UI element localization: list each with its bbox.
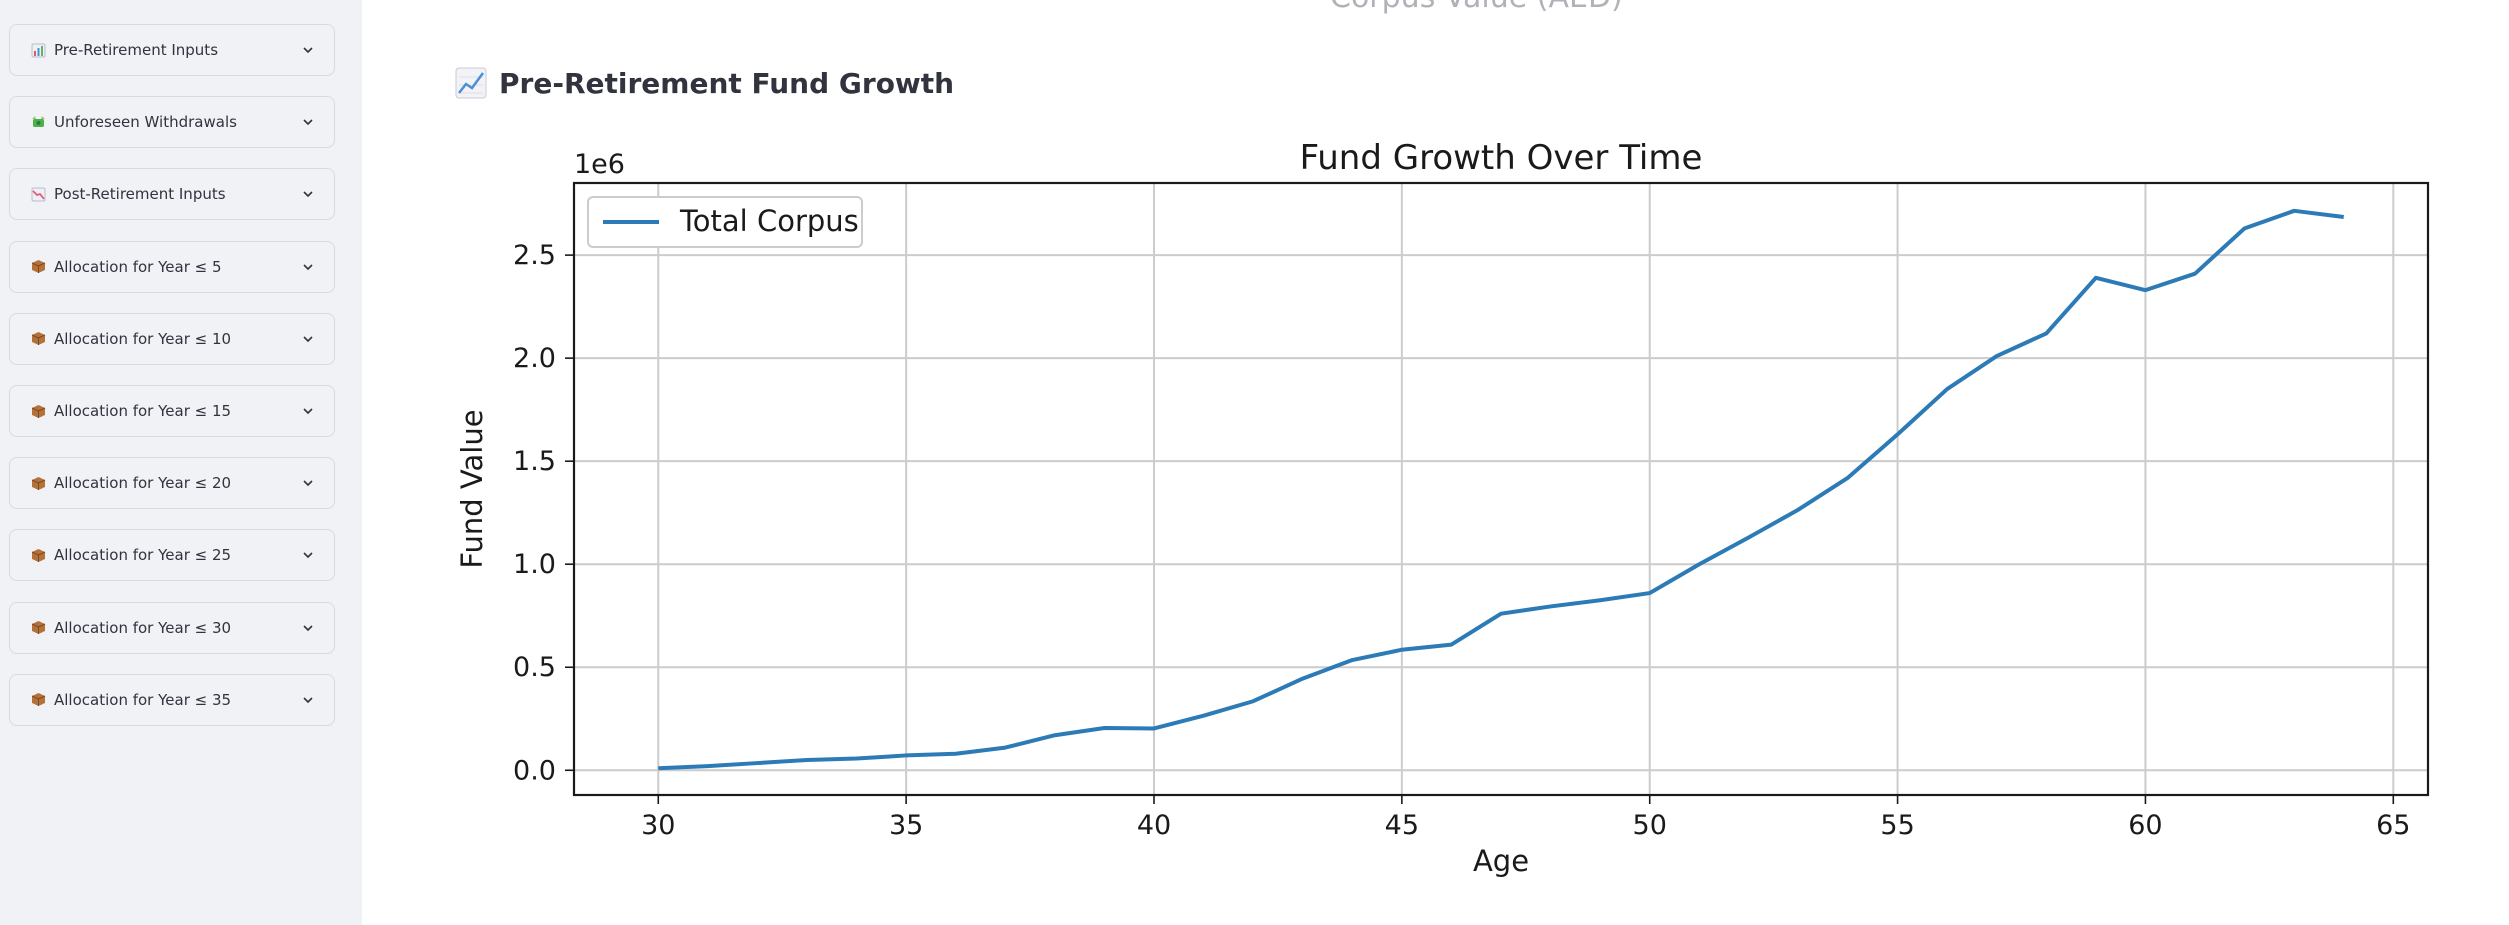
chevron-down-icon	[303, 408, 313, 415]
legend-box	[587, 196, 863, 248]
y-offset-text: 1e6	[574, 149, 625, 180]
chart-title: Fund Growth Over Time	[1300, 138, 1703, 178]
expander-label: Allocation for Year ≤ 25	[54, 546, 232, 565]
expander-label: Unforeseen Withdrawals	[54, 113, 237, 132]
expander-allocation-for-year-20[interactable]: Allocation for Year ≤ 20	[9, 457, 335, 510]
y-axis-label: Fund Value	[460, 409, 489, 568]
expander-label: Allocation for Year ≤ 35	[54, 690, 232, 709]
package-icon	[31, 621, 46, 635]
expander-label: Allocation for Year ≤ 10	[54, 329, 232, 348]
expander-allocation-for-year-5[interactable]: Allocation for Year ≤ 5	[9, 240, 335, 293]
chart-increasing-icon	[455, 67, 487, 99]
plot-frame	[572, 181, 2430, 797]
x-tick-label: 50	[1633, 810, 1667, 841]
x-axis-label: Age	[1473, 844, 1529, 878]
fund-growth-chart: 30 35 40 45 50 55 60 65 0.0 0.5 1.0 1.5 2.0 2.5 Total …	[460, 138, 2430, 878]
chevron-down-icon	[303, 336, 313, 342]
chevron-down-icon	[303, 264, 313, 270]
bar-chart-icon	[31, 43, 46, 57]
expander-label: Allocation for Year ≤ 30	[54, 618, 232, 637]
expander-allocation-for-year-35[interactable]: Allocation for Year ≤ 35	[9, 673, 335, 726]
chevron-down-icon	[303, 552, 313, 559]
x-tick-label: 60	[2128, 810, 2162, 841]
package-icon	[31, 693, 46, 707]
expander-label: Post-Retirement Inputs	[54, 185, 226, 204]
y-tick-label: 1.5	[513, 446, 556, 477]
expander-label: Allocation for Year ≤ 15	[54, 402, 232, 420]
y-tick-label: 2.0	[513, 343, 556, 374]
x-tick-label: 30	[641, 810, 675, 841]
x-tick-label: 55	[1880, 810, 1914, 841]
expander-label: Allocation for Year ≤ 20	[54, 474, 232, 493]
package-icon	[31, 260, 46, 274]
section-header: Pre-Retirement Fund Growth	[455, 64, 954, 102]
y-tick-label: 1.0	[513, 549, 556, 580]
expander-allocation-for-year-30[interactable]: Allocation for Year ≤ 30	[9, 601, 335, 654]
expander-label: Pre-Retirement Inputs	[54, 41, 219, 59]
chevron-down-icon	[303, 119, 313, 126]
chevron-down-icon	[303, 480, 313, 487]
x-tick-label: 65	[2376, 810, 2410, 841]
chevron-down-icon	[303, 697, 313, 703]
money-with-wings-icon	[32, 115, 45, 127]
x-tick-label: 35	[889, 810, 923, 841]
series-line-total-corpus	[658, 208, 2344, 771]
package-icon	[31, 476, 46, 490]
package-icon	[31, 332, 46, 346]
chart-decreasing-icon	[31, 187, 46, 202]
legend-label: Total Corpus	[679, 204, 859, 238]
package-icon	[31, 548, 46, 562]
cut-off-heading: Corpus Value (AED)	[1330, 0, 1623, 15]
expander-post-retirement-inputs[interactable]: Post-Retirement Inputs	[9, 168, 335, 221]
x-tick-label: 45	[1385, 810, 1419, 841]
expander-allocation-for-year-15[interactable]: Allocation for Year ≤ 15	[9, 385, 335, 437]
x-tick-label: 40	[1137, 810, 1171, 841]
expander-allocation-for-year-10[interactable]: Allocation for Year ≤ 10	[9, 312, 335, 365]
plot-area	[574, 183, 2428, 795]
y-tick-label: 0.5	[513, 652, 556, 683]
expander-pre-retirement-inputs[interactable]: Pre-Retirement Inputs	[9, 24, 335, 76]
expander-label: Allocation for Year ≤ 5	[54, 257, 222, 276]
section-title: Pre-Retirement Fund Growth	[499, 66, 955, 100]
expander-allocation-for-year-25[interactable]: Allocation for Year ≤ 25	[9, 529, 335, 582]
package-icon	[31, 404, 46, 418]
y-tick-label: 0.0	[513, 755, 556, 786]
y-tick-label: 2.5	[513, 240, 556, 271]
chevron-down-icon	[303, 47, 313, 54]
chevron-down-icon	[303, 191, 313, 198]
chevron-down-icon	[303, 625, 313, 631]
expander-unforeseen-withdrawals[interactable]: Unforeseen Withdrawals	[9, 96, 335, 149]
